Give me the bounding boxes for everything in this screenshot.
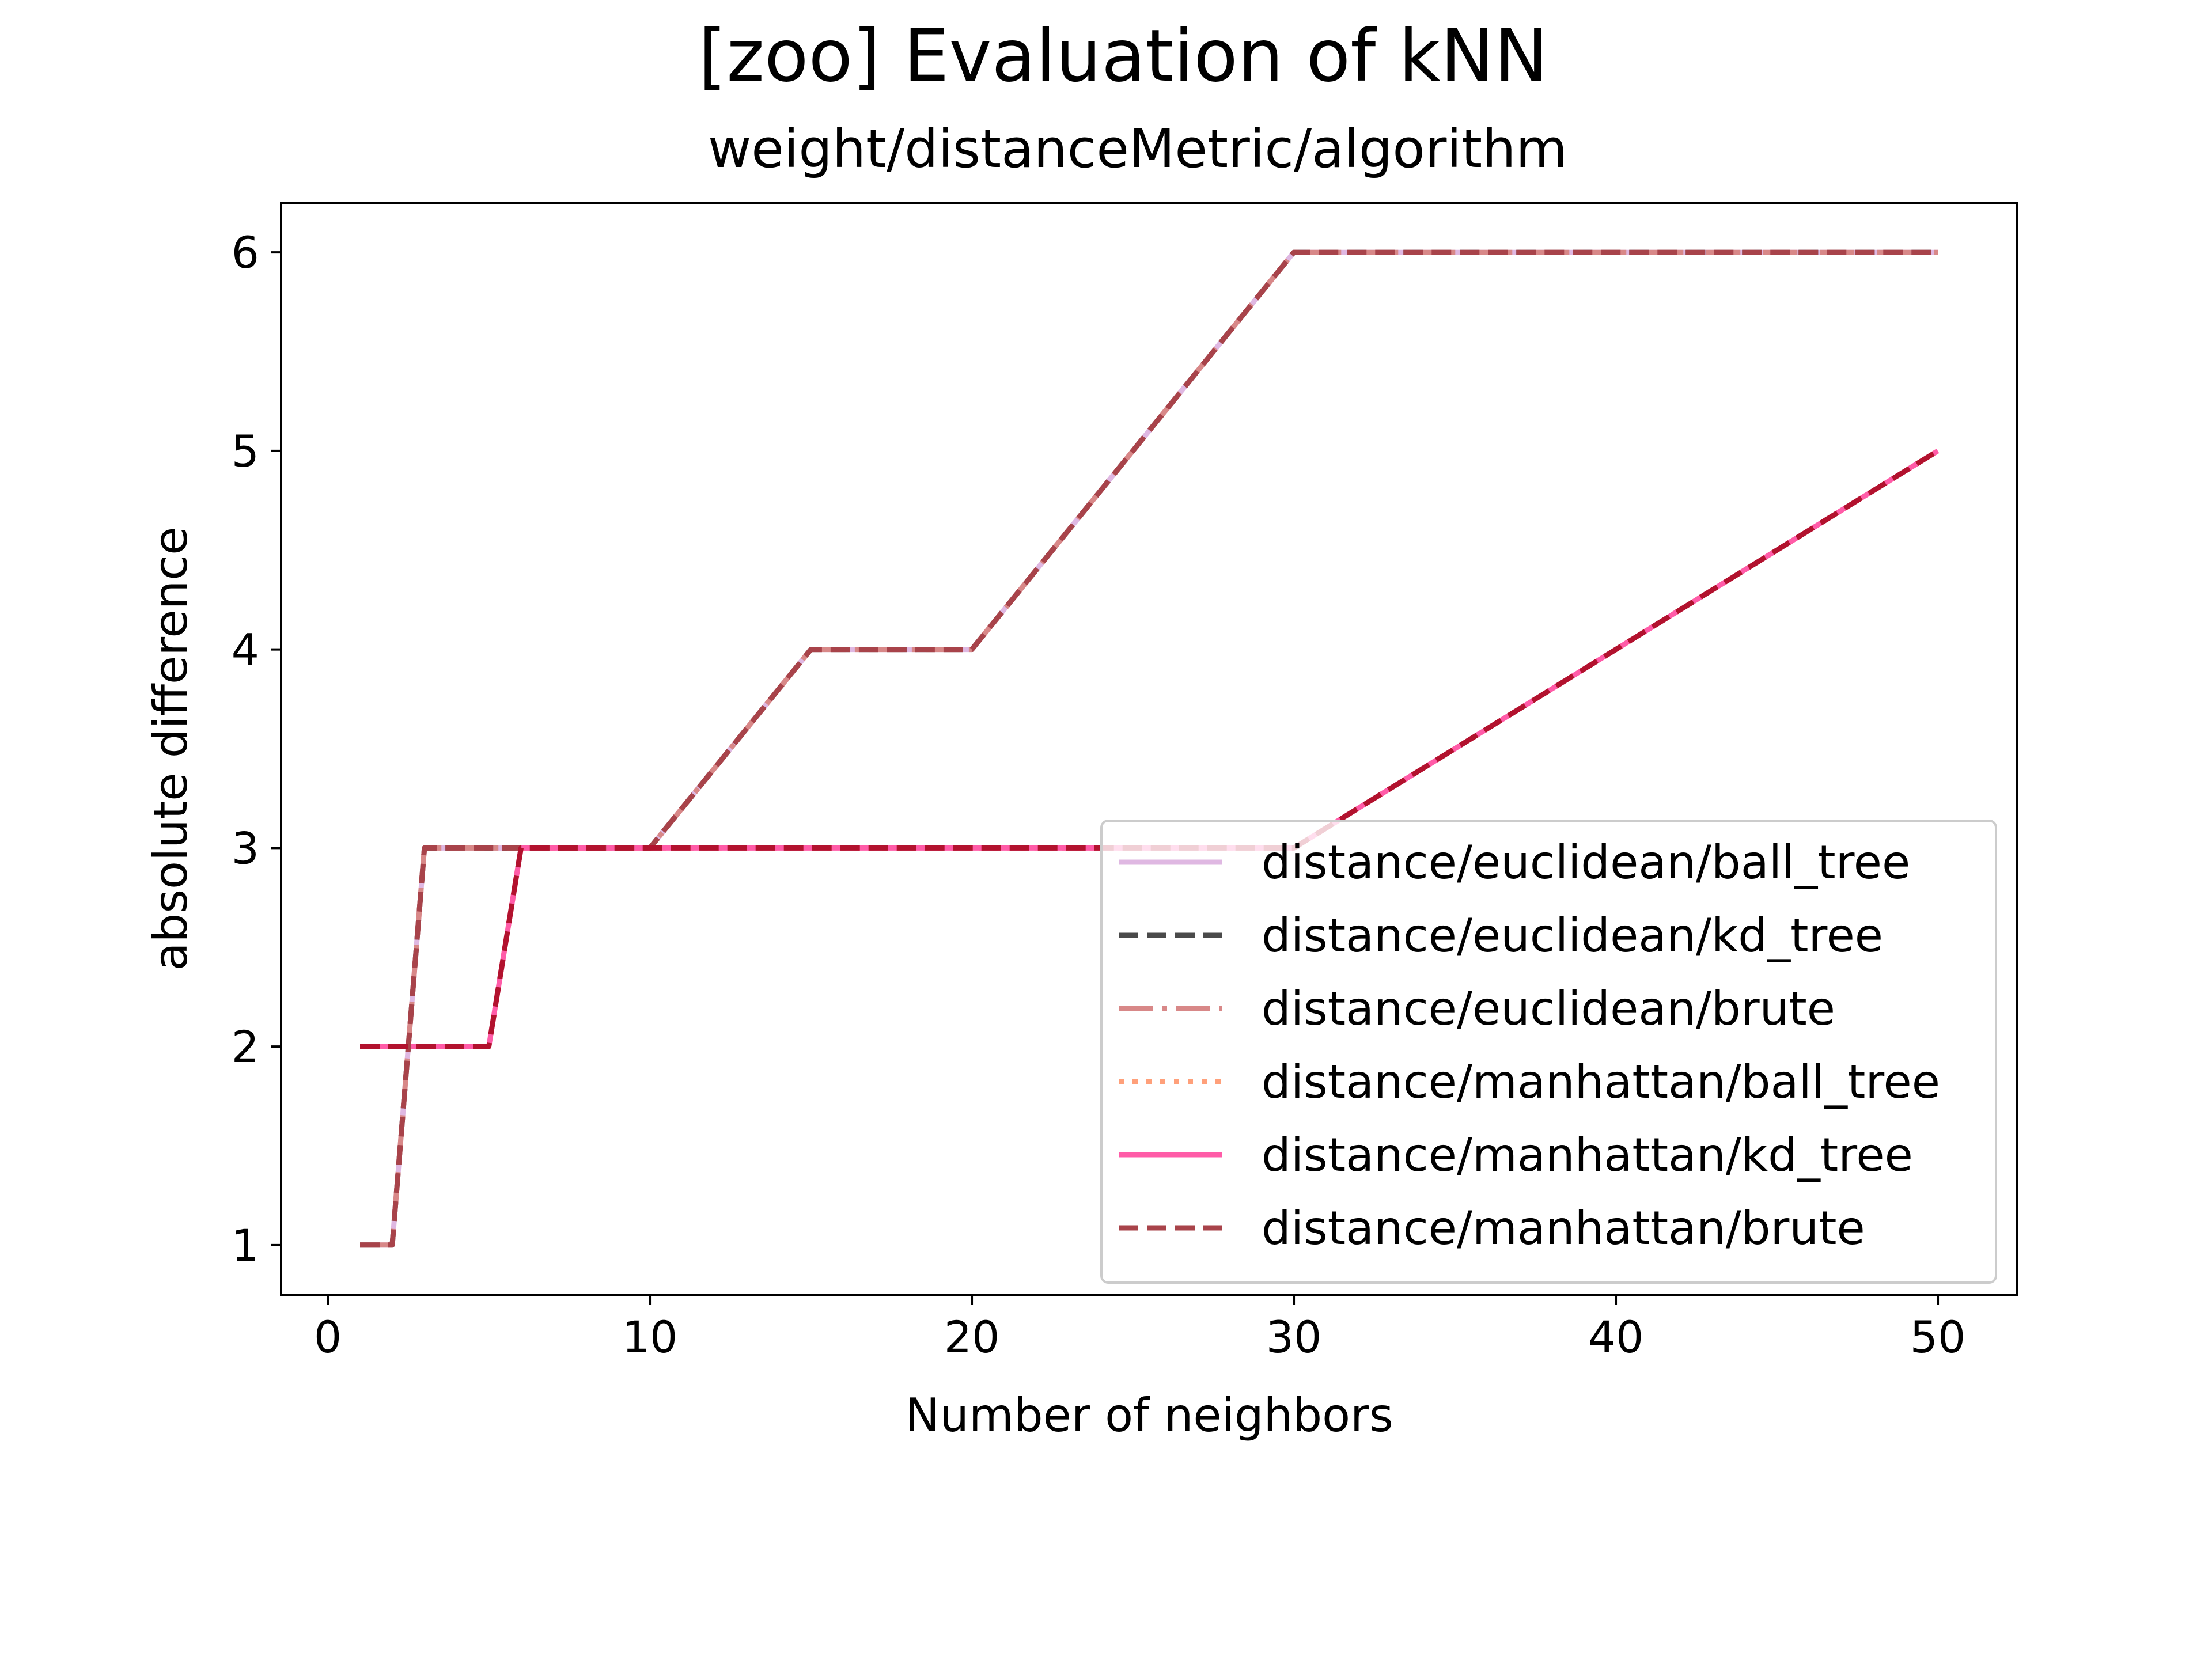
- y-axis-label: absolute difference: [144, 527, 198, 971]
- series-layer: [360, 249, 1940, 1248]
- y-tick-label: 3: [232, 822, 259, 874]
- chart-title: [zoo] Evaluation of kNN: [699, 14, 1548, 98]
- y-tick-label: 5: [232, 426, 259, 477]
- legend-label: distance/euclidean/ball_tree: [1262, 836, 1910, 889]
- series-line-6: [360, 249, 1938, 1248]
- y-tick-label: 6: [232, 227, 259, 278]
- y-tick-label: 1: [232, 1220, 259, 1271]
- chart-subtitle: weight/distanceMetric/algorithm: [708, 118, 1567, 180]
- legend-label: distance/manhattan/kd_tree: [1262, 1128, 1913, 1182]
- legend-label: distance/manhattan/ball_tree: [1262, 1055, 1940, 1109]
- x-tick-label: 40: [1588, 1311, 1644, 1363]
- x-axis: 0 10 20 30 40 50: [314, 1295, 1966, 1363]
- y-tick-label: 4: [232, 624, 259, 676]
- x-tick-label: 30: [1266, 1311, 1322, 1363]
- legend-label: distance/euclidean/kd_tree: [1262, 909, 1883, 962]
- x-tick-label: 0: [314, 1311, 342, 1363]
- legend-label: distance/euclidean/brute: [1262, 982, 1835, 1036]
- plot-frame: [280, 202, 2018, 1296]
- series-line-7: [360, 449, 1940, 1049]
- legend-label: distance/manhattan/brute: [1262, 1201, 1865, 1255]
- legend: distance/euclidean/ball_tree distance/euc…: [1100, 820, 1997, 1284]
- x-tick-label: 10: [622, 1311, 678, 1363]
- x-axis-label: Number of neighbors: [905, 1389, 1393, 1442]
- x-tick-label: 20: [944, 1311, 1000, 1363]
- legend-box: [1100, 820, 1997, 1284]
- y-tick-label: 2: [232, 1021, 259, 1072]
- x-tick-label: 50: [1910, 1311, 1966, 1363]
- y-axis: 1 2 3 4 5 6: [232, 227, 281, 1271]
